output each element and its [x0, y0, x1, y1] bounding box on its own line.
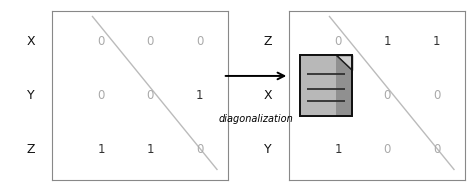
Text: Y: Y: [27, 89, 35, 102]
Text: 0: 0: [383, 89, 391, 102]
Text: 0: 0: [98, 35, 105, 48]
Text: Y: Y: [264, 143, 272, 156]
Text: 0: 0: [335, 89, 342, 102]
Text: 1: 1: [433, 35, 440, 48]
Text: 1: 1: [98, 143, 105, 156]
Text: 0: 0: [433, 143, 440, 156]
Text: Z: Z: [27, 143, 36, 156]
Text: 1: 1: [335, 143, 342, 156]
Text: 0: 0: [433, 89, 440, 102]
Text: 0: 0: [196, 35, 203, 48]
Text: X: X: [27, 35, 36, 48]
Text: diagonalization: diagonalization: [219, 114, 293, 124]
FancyBboxPatch shape: [300, 55, 337, 116]
Text: 0: 0: [335, 35, 342, 48]
Text: X: X: [264, 89, 273, 102]
Text: 1: 1: [196, 89, 203, 102]
Text: 0: 0: [383, 143, 391, 156]
Text: 1: 1: [146, 143, 154, 156]
Text: 0: 0: [196, 143, 203, 156]
Text: Z: Z: [264, 35, 273, 48]
Text: 0: 0: [98, 89, 105, 102]
Text: 0: 0: [146, 89, 154, 102]
Polygon shape: [337, 55, 352, 70]
Text: 0: 0: [146, 35, 154, 48]
Text: 1: 1: [383, 35, 391, 48]
FancyBboxPatch shape: [300, 55, 352, 116]
